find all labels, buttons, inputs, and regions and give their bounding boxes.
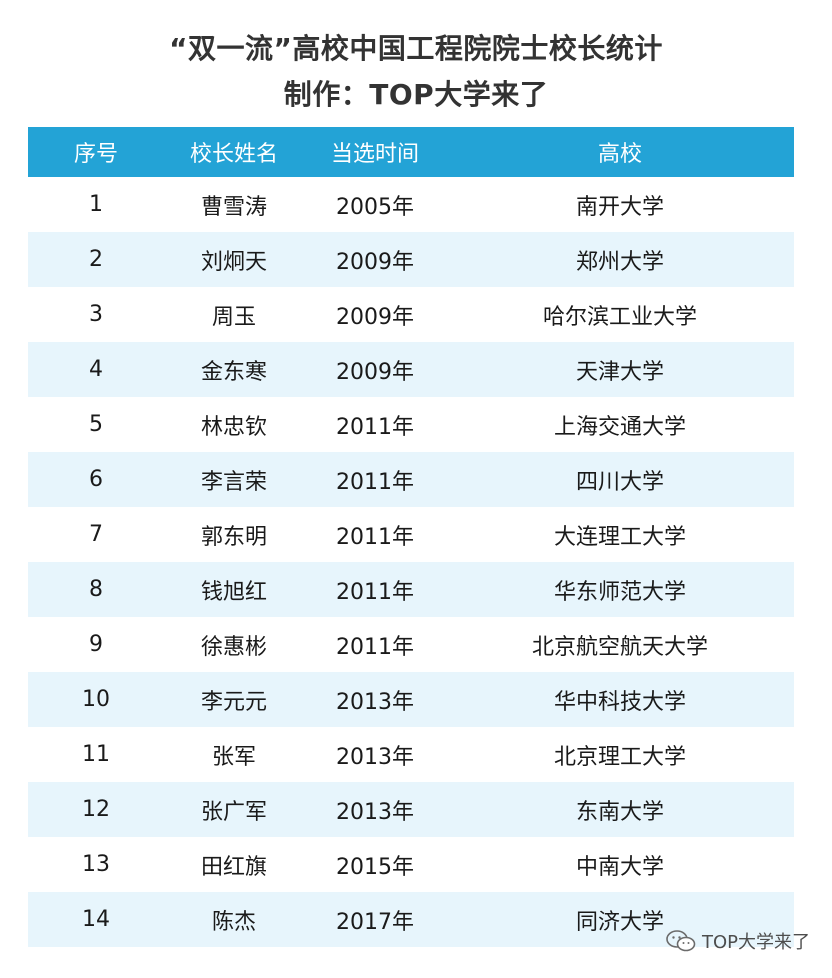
- cell-president-name: 张军: [211, 744, 256, 770]
- cell-president-name: 曹雪涛: [200, 194, 267, 220]
- cell-university: 华东师范大学: [446, 562, 794, 617]
- cell-number: 13: [82, 852, 110, 877]
- cell-number: 5: [89, 412, 103, 437]
- cell-president-name: 李元元: [164, 672, 304, 727]
- watermark-text: TOP大学来了: [701, 932, 810, 953]
- table-row: 11 张军 2013年 北京理工大学: [28, 727, 794, 782]
- cell-university: 北京理工大学: [553, 744, 686, 770]
- table-row: 2 刘炯天 2009年 郑州大学: [28, 232, 794, 287]
- cell-president-name: 金东寒: [164, 342, 304, 397]
- cell-elected-year: 2009年: [304, 232, 446, 287]
- cell-president-name: 郭东明: [200, 524, 267, 550]
- cell-president-name: 刘炯天: [164, 232, 304, 287]
- cell-elected-year: 2009年: [336, 304, 414, 330]
- cell-elected-year: 2013年: [336, 744, 414, 770]
- cell-number: 14: [28, 892, 164, 947]
- cell-university: 天津大学: [446, 342, 794, 397]
- header-president-name: 校长姓名: [164, 127, 304, 177]
- cell-university: 上海交通大学: [553, 414, 686, 440]
- cell-number: 4: [28, 342, 164, 397]
- cell-number: 9: [89, 632, 103, 657]
- page-title: “双一流”高校中国工程院院士校长统计: [169, 32, 663, 65]
- cell-president-name: 张广军: [164, 782, 304, 837]
- cell-president-name: 周玉: [211, 304, 256, 330]
- cell-number: 1: [89, 192, 103, 217]
- table-row: 1 曹雪涛 2005年 南开大学: [28, 177, 794, 232]
- table-row: 13 田红旗 2015年 中南大学: [28, 837, 794, 892]
- table-row: 9 徐惠彬 2011年 北京航空航天大学: [28, 617, 794, 672]
- cell-elected-year: 2005年: [336, 194, 414, 220]
- cell-president-name: 钱旭红: [164, 562, 304, 617]
- header-number: 序号: [28, 127, 164, 177]
- cell-number: 7: [89, 522, 103, 547]
- cell-university: 华中科技大学: [446, 672, 794, 727]
- cell-elected-year: 2015年: [336, 854, 414, 880]
- cell-elected-year: 2017年: [304, 892, 446, 947]
- cell-number: 10: [28, 672, 164, 727]
- cell-elected-year: 2011年: [336, 524, 414, 550]
- watermark: TOP大学来了: [666, 928, 810, 954]
- cell-number: 8: [28, 562, 164, 617]
- cell-president-name: 徐惠彬: [200, 634, 267, 660]
- table-row: 8 钱旭红 2011年 华东师范大学: [28, 562, 794, 617]
- cell-university: 南开大学: [575, 194, 664, 220]
- table-row: 3 周玉 2009年 哈尔滨工业大学: [28, 287, 794, 342]
- table-row: 5 林忠钦 2011年 上海交通大学: [28, 397, 794, 452]
- cell-president-name: 林忠钦: [200, 414, 267, 440]
- cell-university: 哈尔滨工业大学: [542, 304, 697, 330]
- cell-president-name: 李言荣: [164, 452, 304, 507]
- cell-university: 北京航空航天大学: [531, 634, 708, 660]
- cell-number: 3: [89, 302, 103, 327]
- cell-number: 12: [28, 782, 164, 837]
- cell-university: 郑州大学: [446, 232, 794, 287]
- table-header-row: 序号 校长姓名 当选时间 高校: [28, 127, 794, 177]
- cell-university: 中南大学: [575, 854, 664, 880]
- cell-university: 东南大学: [446, 782, 794, 837]
- table-row: 6 李言荣 2011年 四川大学: [28, 452, 794, 507]
- cell-number: 11: [82, 742, 110, 767]
- cell-university: 同济大学: [446, 892, 794, 947]
- cell-university: 大连理工大学: [553, 524, 686, 550]
- table-row: 4 金东寒 2009年 天津大学: [28, 342, 794, 397]
- wechat-icon: [666, 930, 696, 952]
- page-subtitle: 制作：TOP大学来了: [283, 78, 549, 111]
- cell-president-name: 田红旗: [200, 854, 267, 880]
- cell-number: 6: [28, 452, 164, 507]
- header-elected-year: 当选时间: [304, 127, 446, 177]
- cell-elected-year: 2011年: [304, 562, 446, 617]
- cell-elected-year: 2013年: [304, 782, 446, 837]
- cell-university: 四川大学: [446, 452, 794, 507]
- header-university: 高校: [446, 127, 794, 177]
- cell-number: 2: [28, 232, 164, 287]
- table-row: 14 陈杰 2017年 同济大学: [28, 892, 794, 947]
- title-block: “双一流”高校中国工程院院士校长统计 制作：TOP大学来了: [0, 26, 832, 118]
- president-table: 序号 校长姓名 当选时间 高校 1 曹雪涛 2005年 南开大学 2 刘炯天 2…: [28, 127, 794, 947]
- cell-elected-year: 2011年: [336, 414, 414, 440]
- cell-elected-year: 2013年: [304, 672, 446, 727]
- table-row: 7 郭东明 2011年 大连理工大学: [28, 507, 794, 562]
- cell-president-name: 陈杰: [164, 892, 304, 947]
- cell-elected-year: 2011年: [304, 452, 446, 507]
- cell-elected-year: 2011年: [336, 634, 414, 660]
- table-row: 12 张广军 2013年 东南大学: [28, 782, 794, 837]
- table-row: 10 李元元 2013年 华中科技大学: [28, 672, 794, 727]
- cell-elected-year: 2009年: [304, 342, 446, 397]
